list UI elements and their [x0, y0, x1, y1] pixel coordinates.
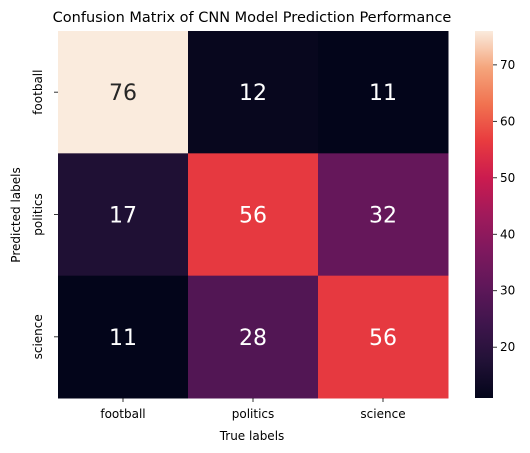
- x-tick-label: football: [100, 407, 145, 421]
- cell-value-label: 17: [109, 204, 137, 229]
- cell-value-label: 76: [109, 81, 137, 106]
- heatmap-cell: [58, 275, 189, 399]
- y-axis-ticks: football politics science: [31, 70, 58, 359]
- x-tick-label: politics: [232, 407, 275, 421]
- colorbar-tick-label: 30: [500, 284, 515, 298]
- x-axis-label: True labels: [219, 429, 285, 443]
- colorbar-gradient: [475, 31, 493, 398]
- heatmap-cell: [318, 275, 449, 399]
- heatmap-cell: [188, 153, 319, 277]
- cell-value-label: 56: [369, 326, 397, 351]
- y-axis-label: Predicted labels: [9, 167, 23, 262]
- heatmap-cell: [188, 31, 319, 154]
- colorbar-ticks: 20 30 40 50 60 70: [493, 58, 515, 354]
- cell-value-label: 32: [369, 204, 397, 229]
- cell-value-label: 28: [239, 326, 267, 351]
- x-axis-ticks: football politics science: [100, 398, 406, 421]
- heatmap-cell: [58, 153, 189, 277]
- cell-value-label: 56: [239, 204, 267, 229]
- heatmap-cell: [318, 153, 449, 277]
- y-tick-label: football: [31, 70, 45, 115]
- colorbar-tick-label: 50: [500, 171, 515, 185]
- heatmap-cell-labels: 76 12 11 17 56 32 11 28 56: [109, 81, 397, 351]
- colorbar-tick-label: 20: [500, 340, 515, 354]
- cell-value-label: 11: [109, 326, 137, 351]
- y-tick-label: politics: [31, 193, 45, 236]
- cell-value-label: 11: [369, 81, 397, 106]
- colorbar: [475, 31, 493, 398]
- colorbar-tick-label: 70: [500, 58, 515, 72]
- heatmap-cells: [58, 31, 449, 399]
- chart-title: Confusion Matrix of CNN Model Prediction…: [53, 10, 452, 26]
- heatmap-cell: [188, 275, 319, 399]
- colorbar-tick-label: 40: [500, 227, 515, 241]
- heatmap-cell: [58, 31, 189, 154]
- y-tick-label: science: [31, 314, 45, 359]
- colorbar-tick-label: 60: [500, 114, 515, 128]
- heatmap-cell: [318, 31, 449, 154]
- cell-value-label: 12: [239, 81, 267, 106]
- x-tick-label: science: [360, 407, 405, 421]
